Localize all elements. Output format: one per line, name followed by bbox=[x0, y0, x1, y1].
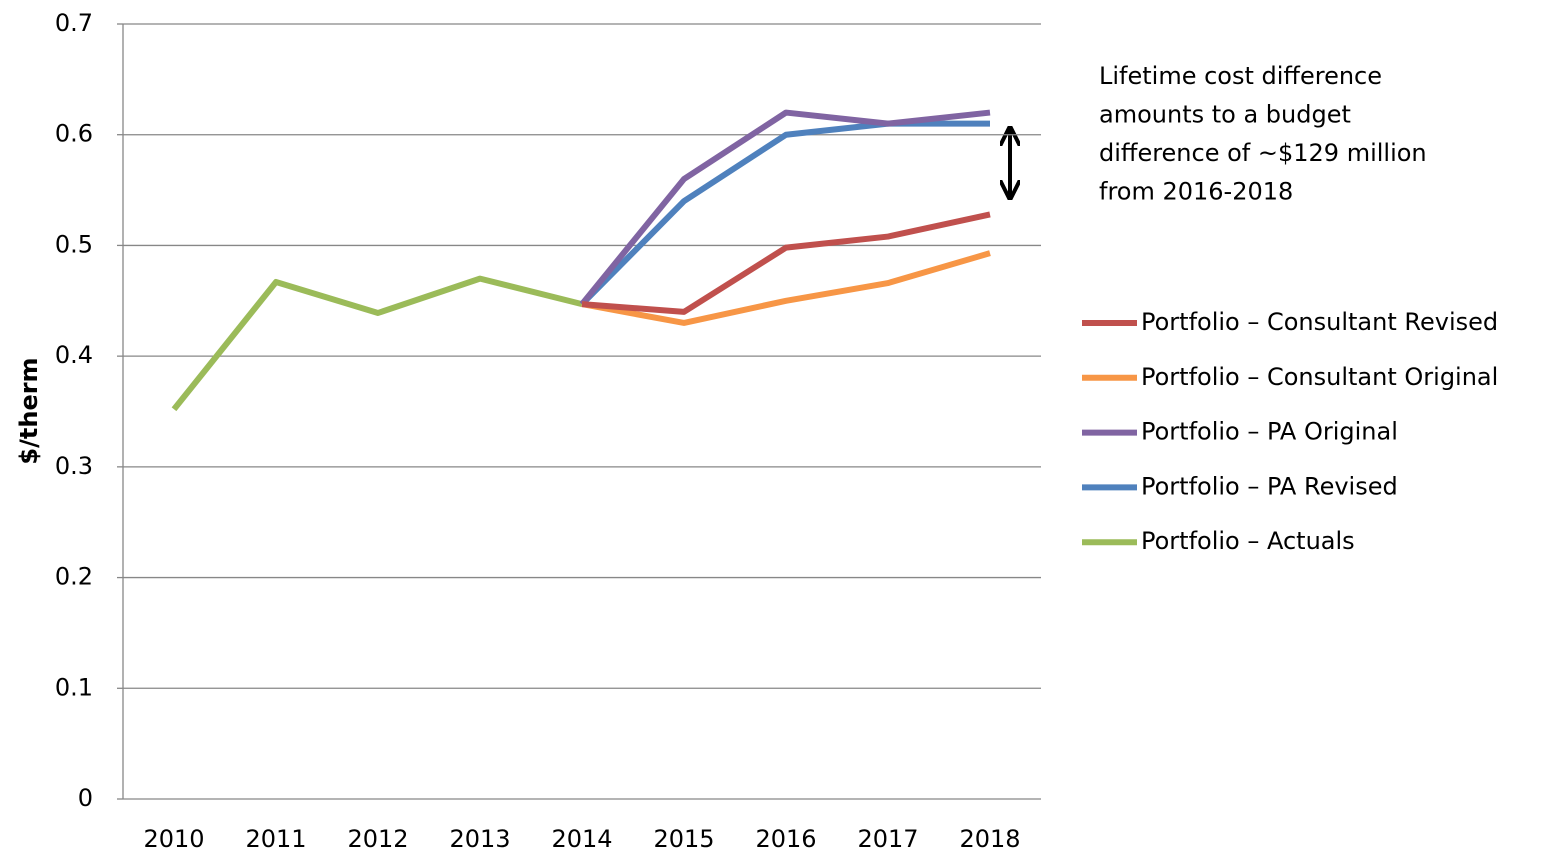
x-tick-label: 2015 bbox=[653, 825, 714, 853]
annotation: Lifetime cost difference amounts to a bud… bbox=[1099, 62, 1427, 206]
y-tick-label: 0.4 bbox=[55, 341, 93, 369]
y-tick-label: 0.3 bbox=[55, 452, 93, 480]
series-line bbox=[579, 120, 990, 307]
annotation-line: Lifetime cost difference bbox=[1099, 62, 1382, 90]
annotation-line: difference of ~$129 million bbox=[1099, 139, 1427, 167]
x-tick-label: 2017 bbox=[857, 825, 918, 853]
x-tick-label: 2011 bbox=[245, 825, 306, 853]
y-tick-label: 0.6 bbox=[55, 120, 93, 148]
x-tick-label: 2018 bbox=[959, 825, 1020, 853]
y-tick-label: 0.7 bbox=[55, 9, 93, 37]
series-line bbox=[171, 275, 583, 412]
y-axis-label: $/therm bbox=[15, 357, 43, 464]
x-tick-label: 2016 bbox=[755, 825, 816, 853]
series-line bbox=[581, 211, 991, 315]
series-line bbox=[581, 250, 991, 326]
legend-label: Portfolio – PA Revised bbox=[1141, 472, 1398, 500]
x-tick-label: 2013 bbox=[449, 825, 510, 853]
annotation-line: amounts to a budget bbox=[1099, 101, 1351, 129]
annotation-line: from 2016-2018 bbox=[1099, 178, 1293, 206]
x-tick-label: 2010 bbox=[143, 825, 204, 853]
legend-label: Portfolio – Consultant Original bbox=[1141, 363, 1498, 391]
legend-label: Portfolio – Consultant Revised bbox=[1141, 308, 1498, 336]
y-tick-label: 0 bbox=[78, 784, 93, 812]
y-tick-label: 0.5 bbox=[55, 230, 93, 258]
series-line bbox=[579, 109, 991, 307]
legend-label: Portfolio – Actuals bbox=[1141, 527, 1355, 555]
x-tick-label: 2012 bbox=[347, 825, 408, 853]
y-tick-label: 0.1 bbox=[55, 673, 93, 701]
y-tick-label: 0.2 bbox=[55, 563, 93, 591]
legend-label: Portfolio – PA Original bbox=[1141, 418, 1398, 446]
x-tick-label: 2014 bbox=[551, 825, 612, 853]
